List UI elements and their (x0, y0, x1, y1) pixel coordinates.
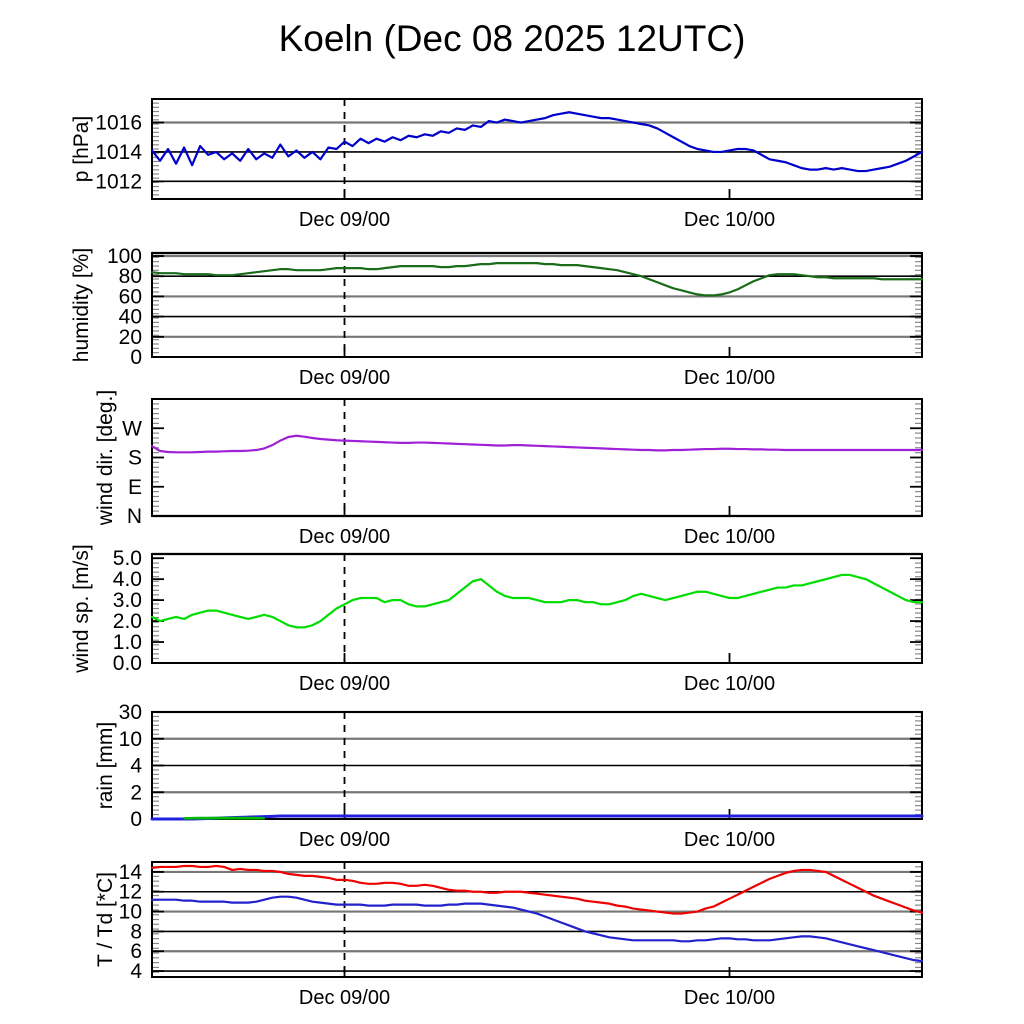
series-humidity (150, 262, 924, 297)
series-rain_accumulated (150, 814, 924, 821)
panel-background-pressure (152, 99, 922, 199)
xtick-label: Dec 10/00 (684, 829, 775, 851)
ytick-label: 30 (119, 701, 142, 724)
panel-background-humidity (152, 253, 922, 357)
ytick-label: 12 (119, 881, 142, 904)
ytick-label: 1016 (95, 112, 142, 135)
series-wind_direction (150, 434, 924, 454)
panel-frame-wind-direction (151, 398, 923, 517)
ytick-labels-wind-speed: 0.01.02.03.04.05.0 (113, 547, 142, 675)
ytick-label: 10 (119, 728, 142, 751)
ytick-label: 40 (119, 306, 142, 329)
axis-label-wind-speed: wind sp. [m/s] (70, 544, 93, 673)
panel-background-temperature (152, 862, 922, 977)
ytick-label: W (122, 417, 142, 440)
xtick-labels-wind-speed: Dec 09/00 Dec 10/00 (299, 673, 775, 695)
panel-frame-humidity (151, 252, 923, 358)
xtick-label: Dec 09/00 (299, 829, 390, 851)
axis-label-pressure: p [hPa] (70, 116, 93, 183)
ytick-label: 1.0 (113, 631, 142, 654)
xtick-label: Dec 10/00 (684, 367, 775, 389)
axis-label-humidity: humidity [%] (70, 248, 93, 362)
ytick-label: 0 (130, 346, 142, 369)
ytick-label: 14 (119, 861, 143, 884)
panel-background-wind-speed (152, 554, 922, 663)
panel-frame-pressure (151, 98, 923, 200)
series-rain_rate (183, 816, 265, 820)
ytick-label: 1014 (95, 141, 142, 164)
ytick-label: N (127, 505, 142, 528)
panel-frame-temperature (151, 861, 923, 978)
ytick-label: 0 (130, 808, 142, 831)
ytick-label: 100 (107, 245, 142, 268)
panel-temperature (151, 861, 923, 978)
panel-wind-direction (151, 398, 923, 518)
ytick-label: 4.0 (113, 568, 142, 591)
series-temperature (150, 864, 924, 915)
panel-humidity (151, 251, 923, 358)
xtick-label: Dec 10/00 (684, 987, 775, 1009)
xtick-labels-humidity: Dec 09/00 Dec 10/00 (299, 367, 775, 389)
series-dewpoint (150, 895, 924, 963)
ytick-label: 8 (130, 920, 142, 943)
panel-pressure (151, 98, 923, 200)
xtick-labels-rain: Dec 09/00 Dec 10/00 (299, 829, 775, 851)
panel-rain (151, 710, 923, 820)
ytick-label: 0.0 (113, 652, 142, 675)
series-pressure (150, 111, 924, 173)
xtick-labels-wind-direction: Dec 09/00 Dec 10/00 (299, 526, 775, 548)
ytick-label: 3.0 (113, 589, 142, 612)
ytick-label: E (128, 476, 142, 499)
xtick-label: Dec 09/00 (299, 987, 390, 1009)
ytick-label: 2 (130, 781, 142, 804)
xtick-label: Dec 09/00 (299, 209, 390, 231)
xtick-labels-pressure: Dec 09/00 Dec 10/00 (299, 209, 775, 231)
axis-label-wind-direction: wind dir. [deg.] (94, 390, 117, 526)
ytick-label: 20 (119, 326, 142, 349)
xtick-label: Dec 09/00 (299, 367, 390, 389)
panel-frame-rain (151, 711, 923, 820)
xtick-label: Dec 09/00 (299, 673, 390, 695)
xtick-label: Dec 09/00 (299, 526, 390, 548)
axis-label-rain: rain [mm] (94, 722, 117, 810)
xtick-label: Dec 10/00 (684, 526, 775, 548)
panel-wind-speed (151, 552, 923, 664)
ytick-label: 4 (130, 960, 142, 983)
ytick-labels-pressure: 1012 1014 1016 (95, 112, 142, 194)
ytick-label: 6 (130, 940, 142, 963)
ytick-labels-rain: 0 2 4 10 30 (119, 701, 143, 831)
panel-background-wind-direction (152, 399, 922, 516)
ytick-label: S (128, 447, 142, 470)
ytick-label: 10 (119, 901, 142, 924)
ytick-label: 80 (119, 265, 142, 288)
ytick-label: 1012 (95, 170, 142, 193)
axis-label-temperature: T / Td [*C] (94, 872, 117, 967)
xtick-labels-temperature: Dec 09/00 Dec 10/00 (299, 987, 775, 1009)
ytick-label: 60 (119, 285, 142, 308)
ytick-label: 4 (130, 755, 142, 778)
ytick-label: 2.0 (113, 610, 142, 633)
panel-frame-wind-speed (151, 553, 923, 664)
series-wind_speed (150, 573, 924, 629)
xtick-label: Dec 10/00 (684, 673, 775, 695)
xtick-label: Dec 10/00 (684, 209, 775, 231)
ytick-label: 5.0 (113, 547, 142, 570)
page-title: Koeln (Dec 08 2025 12UTC) (278, 18, 746, 59)
